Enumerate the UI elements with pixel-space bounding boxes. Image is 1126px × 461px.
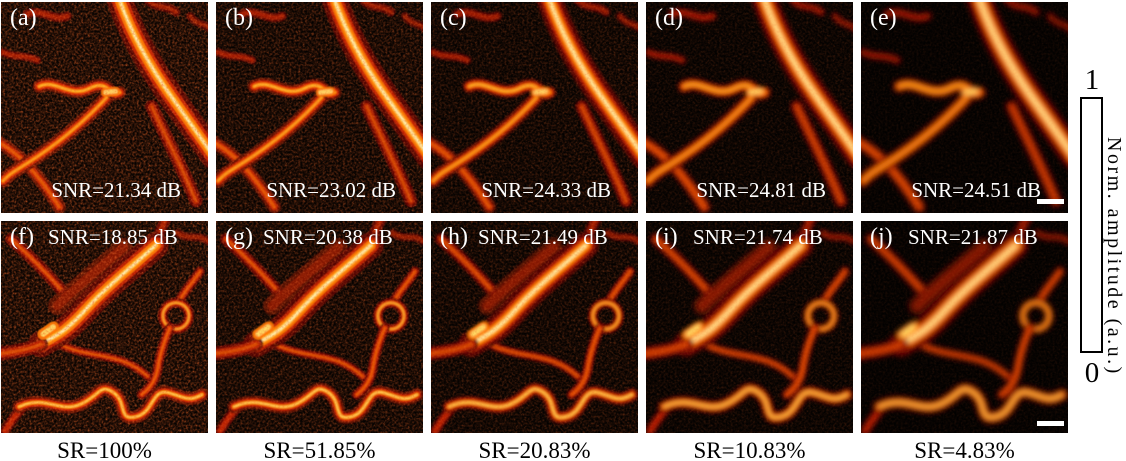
snr-label: SNR=24.33 dB	[481, 177, 612, 202]
vessel-image-g	[216, 221, 423, 433]
scale-bar	[1037, 199, 1064, 204]
snr-label: SNR=20.38 dB	[263, 225, 393, 249]
snr-label: SNR=23.02 dB	[266, 177, 397, 202]
panel-j: (j) SNR=21.87 dB	[861, 221, 1068, 433]
panel-i: (i) SNR=21.74 dB	[646, 221, 853, 433]
vessel-image-a	[1, 2, 208, 213]
panel-letter: (f)	[10, 224, 34, 250]
vessel-image-j	[861, 221, 1068, 433]
panel-h: (h) SNR=21.49 dB	[431, 221, 638, 433]
colorbar-max-label: 1	[1084, 64, 1100, 96]
vessel-image-h	[431, 221, 638, 433]
panel-letter: (h)	[440, 224, 468, 250]
snr-label: SNR=18.85 dB	[48, 225, 178, 249]
vessel-image-e	[861, 2, 1068, 213]
caption-sr-4: SR=10.83%	[693, 438, 806, 461]
panel-c: (c) SNR=24.33 dB	[431, 2, 638, 213]
colorbar-min-label: 0	[1084, 357, 1100, 389]
panel-letter: (a)	[10, 5, 37, 31]
colorbar-gradient	[1080, 97, 1103, 353]
panel-letter: (g)	[225, 224, 253, 250]
snr-label: SNR=21.34 dB	[51, 177, 182, 202]
snr-label: SNR=21.74 dB	[693, 225, 823, 249]
panel-e: (e) SNR=24.51 dB	[861, 2, 1068, 213]
vessel-image-d	[646, 2, 853, 213]
panel-letter: (b)	[225, 5, 253, 31]
panel-letter: (c)	[440, 5, 467, 31]
snr-label: SNR=21.49 dB	[478, 225, 608, 249]
panel-f: (f) SNR=18.85 dB	[1, 221, 208, 433]
colorbar-axis-label: Norm. amplitude (a.u.)	[1103, 136, 1125, 376]
scale-bar	[1037, 421, 1064, 426]
panel-letter: (j)	[870, 224, 893, 250]
vessel-image-f	[1, 221, 208, 433]
caption-sr-2: SR=51.85%	[263, 438, 376, 461]
vessel-image-c	[431, 2, 638, 213]
panel-g: (g) SNR=20.38 dB	[216, 221, 423, 433]
vessel-image-b	[216, 2, 423, 213]
caption-sr-5: SR=4.83%	[914, 438, 1015, 461]
panel-letter: (d)	[655, 5, 683, 31]
snr-label: SNR=24.81 dB	[696, 177, 827, 202]
panel-b: (b) SNR=23.02 dB	[216, 2, 423, 213]
snr-label: SNR=24.51 dB	[911, 177, 1042, 202]
panel-letter: (e)	[870, 5, 897, 31]
panel-a: (a) SNR=21.34 dB	[1, 2, 208, 213]
caption-sr-3: SR=20.83%	[478, 438, 591, 461]
caption-sr-1: SR=100%	[57, 438, 152, 461]
vessel-image-i	[646, 221, 853, 433]
panel-d: (d) SNR=24.81 dB	[646, 2, 853, 213]
panel-letter: (i)	[655, 224, 678, 250]
snr-label: SNR=21.87 dB	[908, 225, 1038, 249]
